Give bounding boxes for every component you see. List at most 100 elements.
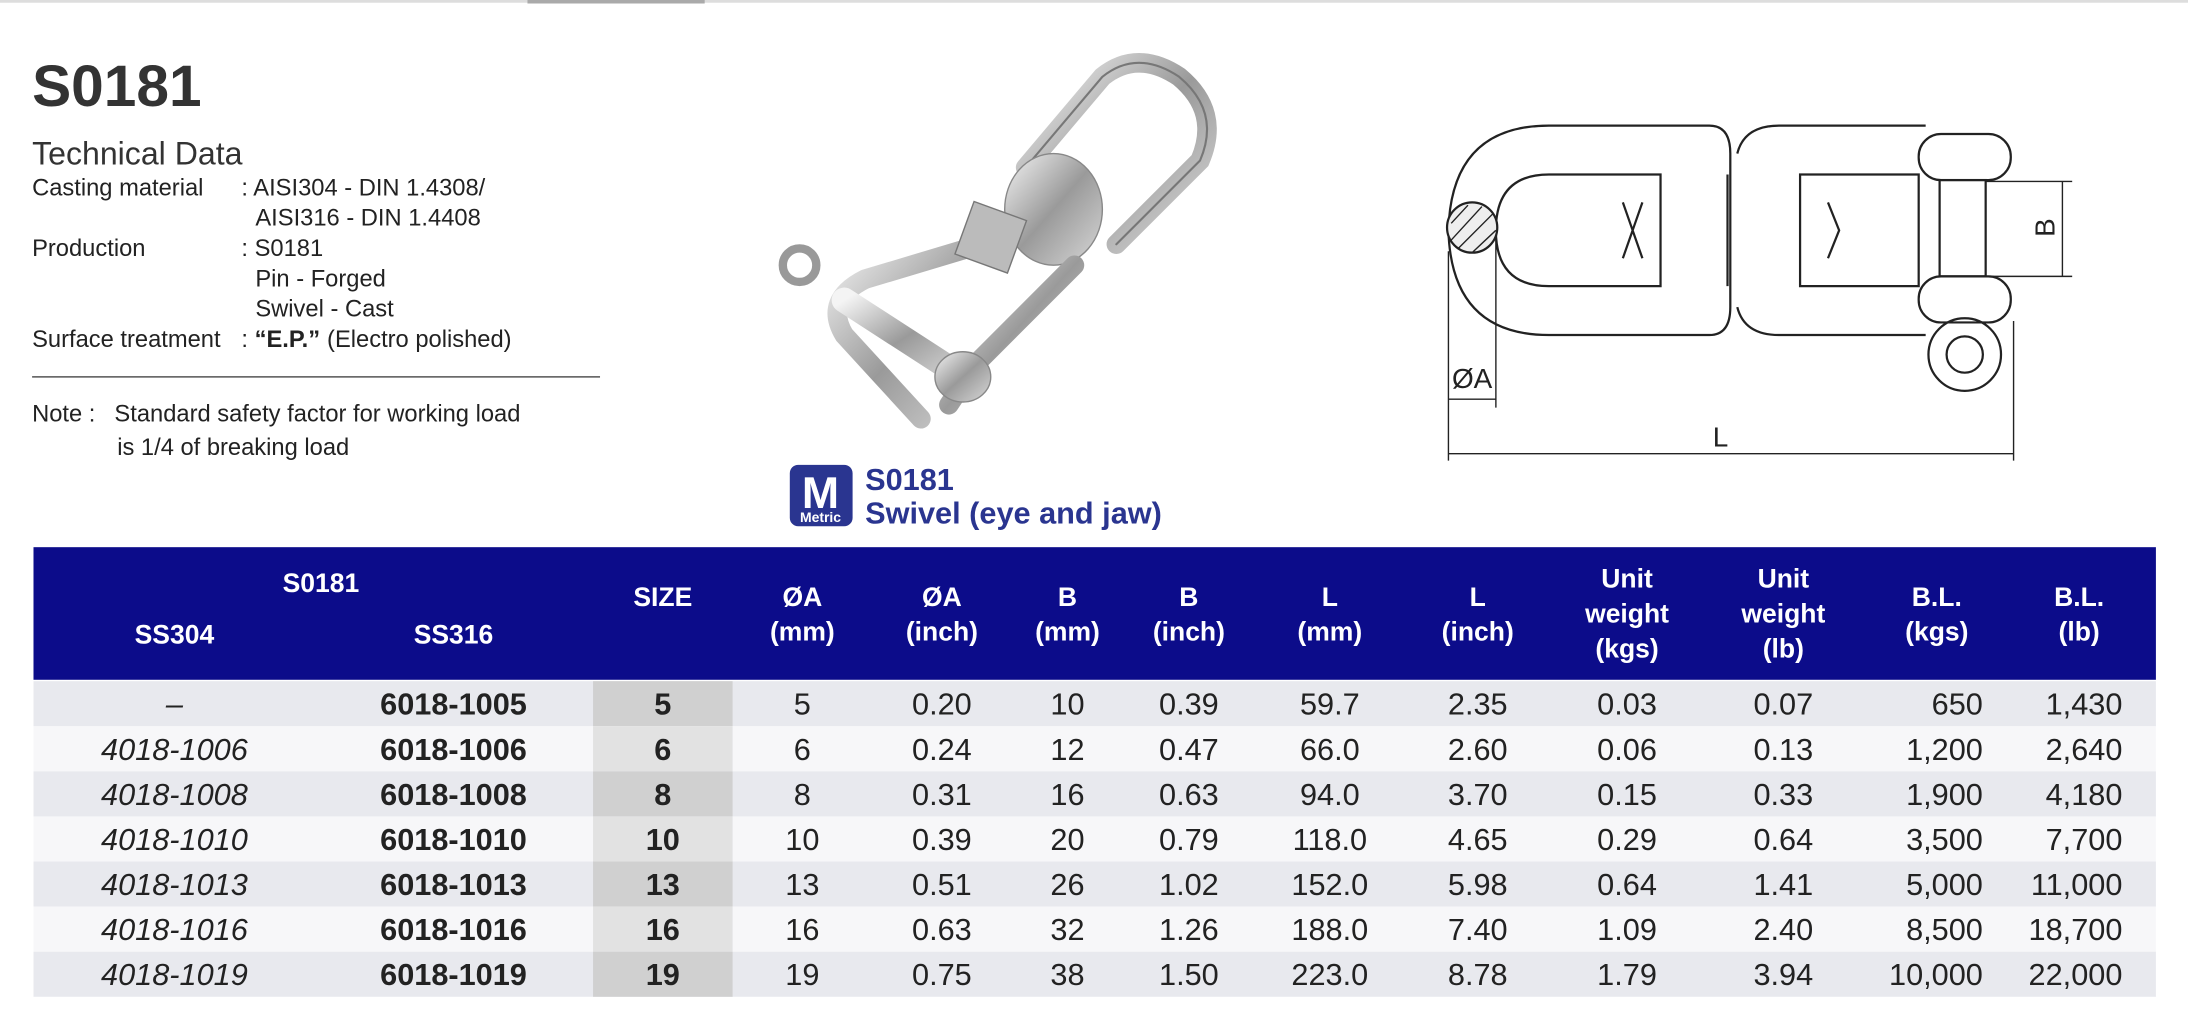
row-bg bbox=[33, 771, 2156, 817]
table-cell: 10 bbox=[646, 822, 680, 857]
column-header: SS304 bbox=[135, 619, 215, 649]
table: S0181 SS304 SS316 SIZE ØA (mm) ØA (inch) B (mm) B (… bbox=[33, 547, 2156, 997]
table-cell: 0.20 bbox=[912, 687, 972, 722]
table-cell: 0.51 bbox=[912, 867, 972, 902]
table-cell: 19 bbox=[646, 957, 680, 992]
table-cell: 5 bbox=[794, 687, 811, 722]
table-cell: 6018-1005 bbox=[380, 687, 527, 722]
spec-prefix: : bbox=[241, 327, 254, 353]
note-line: is 1/4 of breaking load bbox=[117, 435, 349, 461]
table-cell: 1.26 bbox=[1159, 912, 1219, 947]
drawing-label: B bbox=[2029, 218, 2060, 237]
table-cell: 0.39 bbox=[912, 822, 972, 857]
drawing-label: ØA bbox=[1452, 363, 1493, 394]
table-cell: 26 bbox=[1050, 867, 1084, 902]
row-bg bbox=[33, 726, 2156, 772]
column-header: Unit bbox=[1601, 564, 1653, 594]
spec-rest: (Electro polished) bbox=[327, 327, 512, 353]
product-name: Swivel (eye and jaw) bbox=[865, 495, 1162, 530]
title: S0181 bbox=[32, 54, 201, 119]
table-cell: 8.78 bbox=[1448, 957, 1508, 992]
table-cell: 7,700 bbox=[2046, 822, 2123, 857]
table-cell: 5.98 bbox=[1448, 867, 1508, 902]
column-header: B.L. bbox=[2054, 582, 2104, 612]
table-cell: 3.70 bbox=[1448, 777, 1508, 812]
column-header: (mm) bbox=[1297, 617, 1362, 647]
spec-value: Pin - Forged bbox=[255, 266, 385, 292]
table-cell: 8 bbox=[654, 777, 671, 812]
table-cell: 4018-1019 bbox=[101, 957, 248, 992]
table-cell: 1.50 bbox=[1159, 957, 1219, 992]
note-label: Note : bbox=[32, 402, 95, 428]
table-cell: 4018-1008 bbox=[101, 777, 248, 812]
table-cell: 0.15 bbox=[1597, 777, 1657, 812]
table-cell: 11,000 bbox=[2031, 867, 2123, 902]
table-cell: 3,500 bbox=[1906, 822, 1983, 857]
table-cell: 10,000 bbox=[1889, 957, 1983, 992]
table-cell: 18,700 bbox=[2029, 912, 2123, 947]
spec-value: Swivel - Cast bbox=[255, 297, 394, 323]
spec-emphasis: “E.P.” bbox=[255, 327, 320, 353]
column-header: weight bbox=[1740, 599, 1825, 629]
table-cell: 12 bbox=[1050, 732, 1084, 767]
table-cell: 20 bbox=[1050, 822, 1084, 857]
row-bg bbox=[33, 951, 2156, 997]
table-cell: 0.29 bbox=[1597, 822, 1657, 857]
column-header: (kgs) bbox=[1595, 633, 1658, 663]
table-cell: 0.07 bbox=[1753, 687, 1813, 722]
drawing-label: L bbox=[1713, 422, 1729, 453]
spec-label: Casting material bbox=[32, 175, 203, 201]
table-cell: 0.64 bbox=[1753, 822, 1813, 857]
table-cell: 0.33 bbox=[1753, 777, 1813, 812]
table-cell: 1.02 bbox=[1159, 867, 1219, 902]
badge-text: Metric bbox=[800, 509, 841, 525]
table-cell: 4.65 bbox=[1448, 822, 1508, 857]
table-cell: 0.03 bbox=[1597, 687, 1657, 722]
table-cell: 16 bbox=[646, 912, 680, 947]
table-cell: 6018-1010 bbox=[380, 822, 527, 857]
table-cell: 6 bbox=[794, 732, 811, 767]
table-cell: 10 bbox=[785, 822, 819, 857]
table-cell: 4018-1010 bbox=[101, 822, 248, 857]
column-header: ØA bbox=[922, 582, 962, 612]
table-cell: 5,000 bbox=[1906, 867, 1983, 902]
table-cell: 13 bbox=[785, 867, 819, 902]
table-cell: 94.0 bbox=[1300, 777, 1360, 812]
size-cell-bg bbox=[593, 861, 733, 907]
column-header: (kgs) bbox=[1905, 617, 1968, 647]
table-cell: 2,640 bbox=[2046, 732, 2123, 767]
table-cell: 152.0 bbox=[1291, 867, 1368, 902]
size-cell-bg bbox=[593, 816, 733, 862]
table-cell: 0.79 bbox=[1159, 822, 1219, 857]
table-cell: 66.0 bbox=[1300, 732, 1360, 767]
section-heading: Technical Data bbox=[32, 136, 243, 172]
header-band bbox=[33, 547, 2156, 680]
table-cell: 4018-1006 bbox=[101, 732, 249, 767]
table-cell: 6018-1016 bbox=[380, 912, 527, 947]
size-cell-bg bbox=[593, 771, 733, 817]
spec-label: Surface treatment bbox=[32, 327, 221, 353]
technical-drawing bbox=[1445, 124, 2073, 461]
table-cell: 2.40 bbox=[1753, 912, 1813, 947]
column-header: Unit bbox=[1758, 564, 1810, 594]
spec-value: : “E.P.” (Electro polished) bbox=[241, 327, 511, 353]
table-cell: 6018-1019 bbox=[380, 957, 527, 992]
specs: Casting material: AISI304 - DIN 1.4308/A… bbox=[32, 175, 511, 352]
column-header: L bbox=[1322, 582, 1338, 612]
table-cell: 0.75 bbox=[912, 957, 972, 992]
table-cell: 6018-1006 bbox=[380, 732, 527, 767]
table-cell: 0.47 bbox=[1159, 732, 1219, 767]
note-line: Standard safety factor for working load bbox=[114, 402, 520, 428]
table-cell: 13 bbox=[646, 867, 680, 902]
table-cell: 10 bbox=[1050, 687, 1084, 722]
table-cell: 6 bbox=[654, 732, 671, 767]
column-header: B.L. bbox=[1912, 582, 1962, 612]
column-header: (inch) bbox=[906, 617, 978, 647]
table-cell: 188.0 bbox=[1291, 912, 1368, 947]
column-header: (mm) bbox=[1035, 617, 1100, 647]
table-cell: 223.0 bbox=[1291, 957, 1368, 992]
size-cell-bg bbox=[593, 726, 733, 772]
table-cell: 118.0 bbox=[1293, 822, 1368, 857]
product-photo bbox=[778, 53, 1217, 429]
